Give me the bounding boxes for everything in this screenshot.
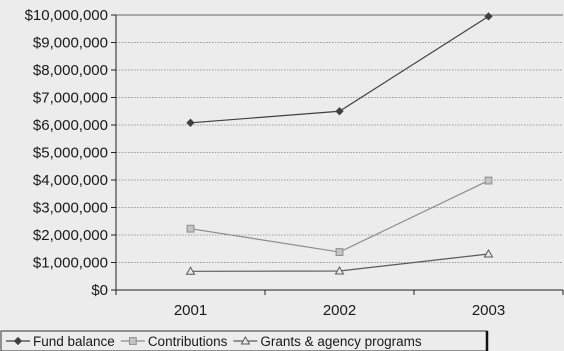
legend-marker (13, 336, 23, 346)
y-tick-label: $5,000,000 (33, 145, 108, 162)
y-tick-label: $3,000,000 (33, 200, 108, 217)
y-axis-tick-labels: $0 $1,000,000 $2,000,000 $3,000,000 $4,000,0… (25, 7, 108, 299)
data-point (483, 248, 494, 258)
data-point (484, 176, 493, 185)
y-tick-label: $9,000,000 (33, 35, 108, 52)
data-point (186, 224, 195, 233)
data-point (186, 118, 195, 127)
y-tick-label: $6,000,000 (33, 117, 108, 134)
x-tick-label: 2001 (174, 302, 207, 319)
x-tick-label: 2002 (323, 302, 356, 319)
data-point (334, 266, 345, 275)
data-point (335, 248, 344, 256)
data-point (484, 12, 493, 21)
legend-marker (128, 337, 137, 345)
legend: Fund balance Contributions Grants & agency… (0, 330, 489, 351)
x-axis-tick-labels: 2001 2002 2003 (174, 302, 505, 319)
x-tick-label: 2003 (472, 302, 505, 319)
legend-marker (240, 335, 251, 345)
legend-label: Grants & agency programs (260, 334, 422, 349)
series-markers (185, 12, 494, 275)
data-point (335, 107, 344, 116)
y-tick-label: $8,000,000 (33, 62, 108, 79)
data-point (185, 266, 196, 275)
y-tick-label: $0 (91, 282, 108, 299)
y-tick-label: $1,000,000 (33, 255, 108, 272)
y-tick-label: $4,000,000 (33, 172, 108, 189)
legend-label: Contributions (148, 334, 228, 349)
y-tick-label: $10,000,000 (25, 7, 108, 24)
y-tick-label: $7,000,000 (33, 90, 108, 107)
legend-label: Fund balance (33, 334, 115, 349)
y-tick-label: $2,000,000 (33, 227, 108, 244)
